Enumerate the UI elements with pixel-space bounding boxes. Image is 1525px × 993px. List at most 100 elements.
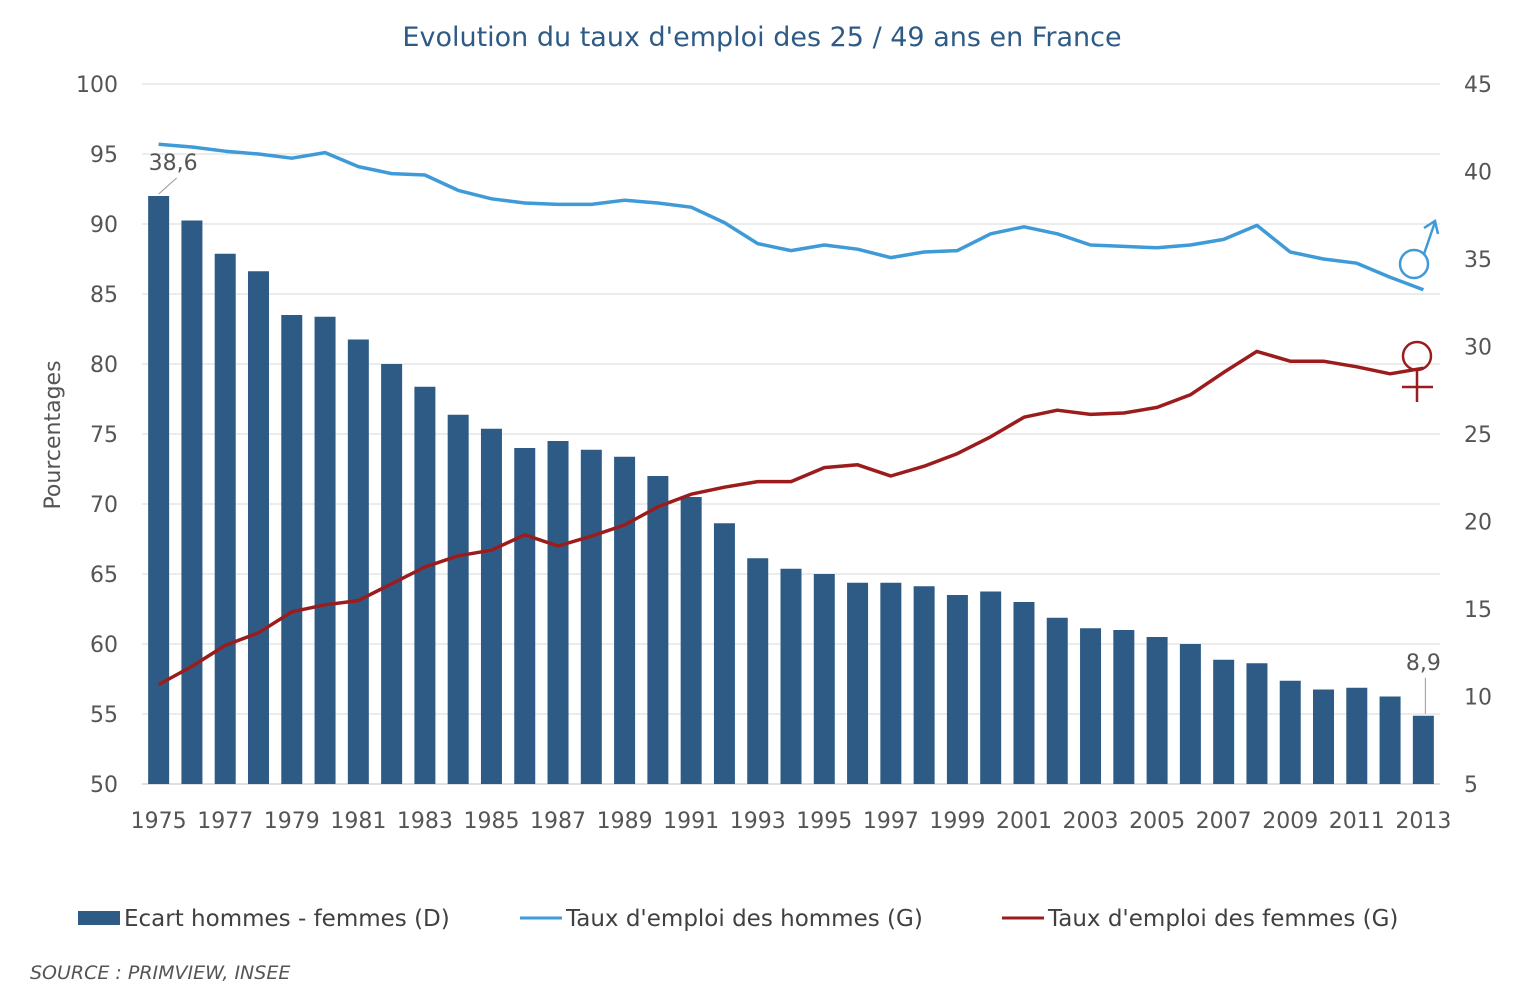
x-tick-label: 1991 bbox=[663, 809, 719, 834]
bar-1985 bbox=[480, 428, 502, 784]
left-tick-label: 70 bbox=[90, 493, 118, 518]
bar-1997 bbox=[880, 582, 902, 784]
y-axis-label: Pourcentages bbox=[41, 360, 66, 509]
annotations: 38,6 8,9 bbox=[149, 151, 1441, 714]
left-tick-label: 65 bbox=[90, 563, 118, 588]
right-tick-label: 25 bbox=[1464, 423, 1492, 448]
x-tick-label: 1997 bbox=[863, 809, 919, 834]
x-tick-label: 1979 bbox=[264, 809, 320, 834]
bar-1983 bbox=[414, 386, 436, 784]
female-symbol-icon bbox=[1401, 340, 1433, 402]
annotation-label: 8,9 bbox=[1406, 651, 1441, 676]
left-tick-label: 85 bbox=[90, 283, 118, 308]
left-tick-label: 50 bbox=[90, 773, 118, 798]
left-tick-label: 100 bbox=[76, 73, 118, 98]
x-tick-label: 1989 bbox=[597, 809, 653, 834]
line-femmes bbox=[157, 349, 1424, 687]
legend-item-hommes: Taux d'emploi des hommes (G) bbox=[520, 906, 923, 932]
x-tick-label: 1993 bbox=[730, 809, 786, 834]
bar-series-ecart bbox=[148, 196, 1434, 784]
left-y-axis: 100 95 90 85 80 75 70 65 60 55 50 bbox=[76, 73, 118, 798]
left-tick-label: 60 bbox=[90, 633, 118, 658]
x-tick-label: 1977 bbox=[197, 809, 253, 834]
right-y-axis: 45 40 35 30 25 20 15 10 5 bbox=[1464, 73, 1492, 798]
x-tick-label: 2007 bbox=[1196, 809, 1252, 834]
bar-2007 bbox=[1213, 659, 1235, 784]
x-tick-label: 1995 bbox=[796, 809, 852, 834]
x-tick-label: 2009 bbox=[1262, 809, 1318, 834]
legend: Ecart hommes - femmes (D) Taux d'emploi … bbox=[78, 906, 1398, 932]
bar-2013 bbox=[1412, 715, 1434, 784]
bar-1994 bbox=[780, 568, 802, 784]
bar-1999 bbox=[946, 595, 968, 784]
legend-item-ecart: Ecart hommes - femmes (D) bbox=[78, 906, 450, 932]
male-symbol-icon bbox=[1398, 218, 1440, 280]
bar-2012 bbox=[1379, 696, 1401, 784]
right-tick-label: 30 bbox=[1464, 336, 1492, 361]
bar-1993 bbox=[747, 558, 769, 784]
annotation-label: 38,6 bbox=[149, 151, 198, 176]
right-tick-label: 35 bbox=[1464, 248, 1492, 273]
x-tick-label: 2003 bbox=[1063, 809, 1119, 834]
left-tick-label: 75 bbox=[90, 423, 118, 448]
x-tick-label: 1985 bbox=[463, 809, 519, 834]
source-note: SOURCE : PRIMVIEW, INSEE bbox=[30, 962, 290, 984]
bar-2009 bbox=[1279, 680, 1301, 784]
bar-2004 bbox=[1113, 630, 1135, 784]
legend-label-hommes: Taux d'emploi des hommes (G) bbox=[565, 906, 923, 932]
bar-1977 bbox=[214, 253, 236, 784]
legend-item-femmes: Taux d'emploi des femmes (G) bbox=[1002, 906, 1398, 932]
bar-1991 bbox=[680, 497, 702, 784]
bar-2001 bbox=[1013, 602, 1035, 784]
bar-1984 bbox=[447, 414, 469, 784]
bar-1978 bbox=[247, 271, 269, 784]
bar-1992 bbox=[713, 523, 735, 784]
line-series bbox=[157, 142, 1425, 687]
bar-1995 bbox=[813, 574, 835, 784]
left-tick-label: 80 bbox=[90, 353, 118, 378]
bar-1976 bbox=[181, 220, 203, 784]
line-hommes bbox=[158, 142, 1425, 292]
x-tick-label: 1983 bbox=[397, 809, 453, 834]
bar-2006 bbox=[1179, 644, 1201, 784]
x-tick-label: 2001 bbox=[996, 809, 1052, 834]
legend-label-femmes: Taux d'emploi des femmes (G) bbox=[1047, 906, 1398, 932]
bar-2011 bbox=[1346, 687, 1368, 784]
bar-1979 bbox=[281, 315, 303, 784]
x-tick-label: 1981 bbox=[330, 809, 386, 834]
x-tick-label: 1975 bbox=[131, 809, 187, 834]
bar-1987 bbox=[547, 441, 569, 784]
x-tick-label: 1987 bbox=[530, 809, 586, 834]
right-tick-label: 20 bbox=[1464, 511, 1492, 536]
right-tick-label: 10 bbox=[1464, 686, 1492, 711]
legend-swatch-bar bbox=[78, 911, 120, 925]
x-tick-label: 2011 bbox=[1329, 809, 1385, 834]
bar-1975 bbox=[148, 196, 170, 784]
x-tick-label: 2013 bbox=[1395, 809, 1451, 834]
x-tick-label: 1999 bbox=[929, 809, 985, 834]
right-tick-label: 15 bbox=[1464, 598, 1492, 623]
x-axis: 1975 1977 1979 1981 1983 1985 1987 1989 1991 1993… bbox=[131, 809, 1452, 834]
right-tick-label: 40 bbox=[1464, 161, 1492, 186]
chart-title: Evolution du taux d'emploi des 25 / 49 a… bbox=[402, 22, 1121, 53]
x-tick-label: 2005 bbox=[1129, 809, 1185, 834]
bar-2003 bbox=[1080, 628, 1102, 784]
bar-2010 bbox=[1313, 689, 1335, 784]
left-tick-label: 90 bbox=[90, 213, 118, 238]
bar-1982 bbox=[381, 364, 403, 784]
bar-1996 bbox=[847, 582, 869, 784]
right-tick-label: 45 bbox=[1464, 73, 1492, 98]
bar-1988 bbox=[580, 449, 602, 784]
annotation-leader bbox=[158, 177, 177, 195]
bar-1986 bbox=[514, 448, 536, 784]
left-tick-label: 95 bbox=[90, 143, 118, 168]
right-tick-label: 5 bbox=[1464, 773, 1478, 798]
bar-1981 bbox=[347, 339, 369, 784]
bar-1990 bbox=[647, 476, 669, 784]
bar-1998 bbox=[913, 586, 935, 784]
bar-2000 bbox=[980, 591, 1002, 784]
legend-label-ecart: Ecart hommes - femmes (D) bbox=[124, 906, 450, 932]
bar-2005 bbox=[1146, 637, 1168, 784]
bar-2002 bbox=[1046, 617, 1068, 784]
